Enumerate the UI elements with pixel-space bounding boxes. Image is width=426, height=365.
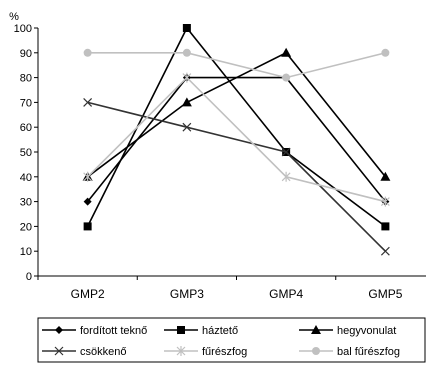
x-tick-label: GMP2 — [71, 287, 105, 301]
series-line — [87, 76, 386, 203]
y-axis-ticks: 0 10 20 30 40 50 60 70 80 90 100 — [14, 23, 38, 283]
x-axis-ticks: GMP2 GMP3 GMP4 GMP5 — [37, 276, 403, 301]
series-line — [87, 51, 386, 178]
data-point — [380, 196, 390, 207]
data-point — [83, 222, 92, 231]
x-tick-label: GMP4 — [269, 287, 303, 301]
data-point — [381, 222, 390, 231]
y-axis-label: % — [9, 11, 19, 23]
y-tick-label: 40 — [20, 172, 32, 184]
data-point — [83, 197, 92, 206]
y-tick-label: 60 — [20, 122, 32, 134]
data-point — [380, 246, 390, 256]
series-line — [87, 101, 386, 252]
y-tick-label: 80 — [20, 73, 32, 85]
legend-label: hegyvonulat — [337, 325, 396, 337]
y-tick-label: 90 — [20, 48, 32, 60]
legend-marker — [311, 325, 321, 334]
x-tick-label: GMP5 — [368, 287, 402, 301]
y-tick-label: 50 — [20, 147, 32, 159]
y-tick-label: 30 — [20, 197, 32, 209]
y-tick-label: 0 — [26, 271, 32, 283]
data-point — [281, 171, 291, 182]
legend-label: bal fűrészfog — [337, 346, 400, 358]
legend-item: hegyvonulat — [299, 325, 396, 337]
legend-item: bal fűrészfog — [299, 346, 400, 358]
data-point — [281, 47, 292, 57]
series-4 — [83, 97, 390, 256]
axes: % — [9, 11, 426, 277]
y-tick-label: 10 — [20, 246, 32, 258]
legend-item: csökkenő — [42, 346, 126, 358]
data-point — [182, 122, 192, 132]
series-3 — [82, 47, 391, 181]
data-point — [83, 171, 93, 182]
y-tick-label: 100 — [14, 23, 32, 35]
data-point — [380, 171, 391, 181]
legend: fordított teknő háztető hegyvonulat csökken… — [37, 317, 426, 363]
data-point — [83, 97, 93, 107]
legend-marker — [55, 326, 63, 334]
legend-marker — [177, 326, 185, 334]
data-point — [182, 72, 192, 83]
series-group — [82, 24, 391, 256]
legend-item: háztető — [164, 325, 238, 337]
legend-marker — [312, 347, 320, 355]
legend-label: fordított teknő — [80, 325, 147, 337]
y-tick-label: 70 — [20, 97, 32, 109]
data-point — [381, 48, 390, 57]
legend-item: fordított teknő — [42, 325, 147, 337]
data-point — [182, 48, 191, 57]
data-point — [282, 73, 291, 82]
legend-item: fűrészfog — [164, 346, 247, 358]
series-line — [87, 51, 386, 79]
x-tick-label: GMP3 — [170, 287, 204, 301]
data-point — [181, 97, 192, 107]
data-point — [281, 147, 291, 157]
data-point — [182, 24, 191, 32]
data-point — [83, 48, 92, 57]
series-5 — [83, 72, 390, 207]
legend-label: háztető — [202, 325, 238, 337]
legend-box — [37, 317, 426, 363]
legend-label: fűrészfog — [202, 346, 247, 358]
legend-marker — [176, 346, 186, 356]
series-6 — [83, 48, 390, 82]
y-tick-label: 20 — [20, 221, 32, 233]
legend-marker — [54, 346, 64, 356]
legend-label: csökkenő — [80, 346, 126, 358]
